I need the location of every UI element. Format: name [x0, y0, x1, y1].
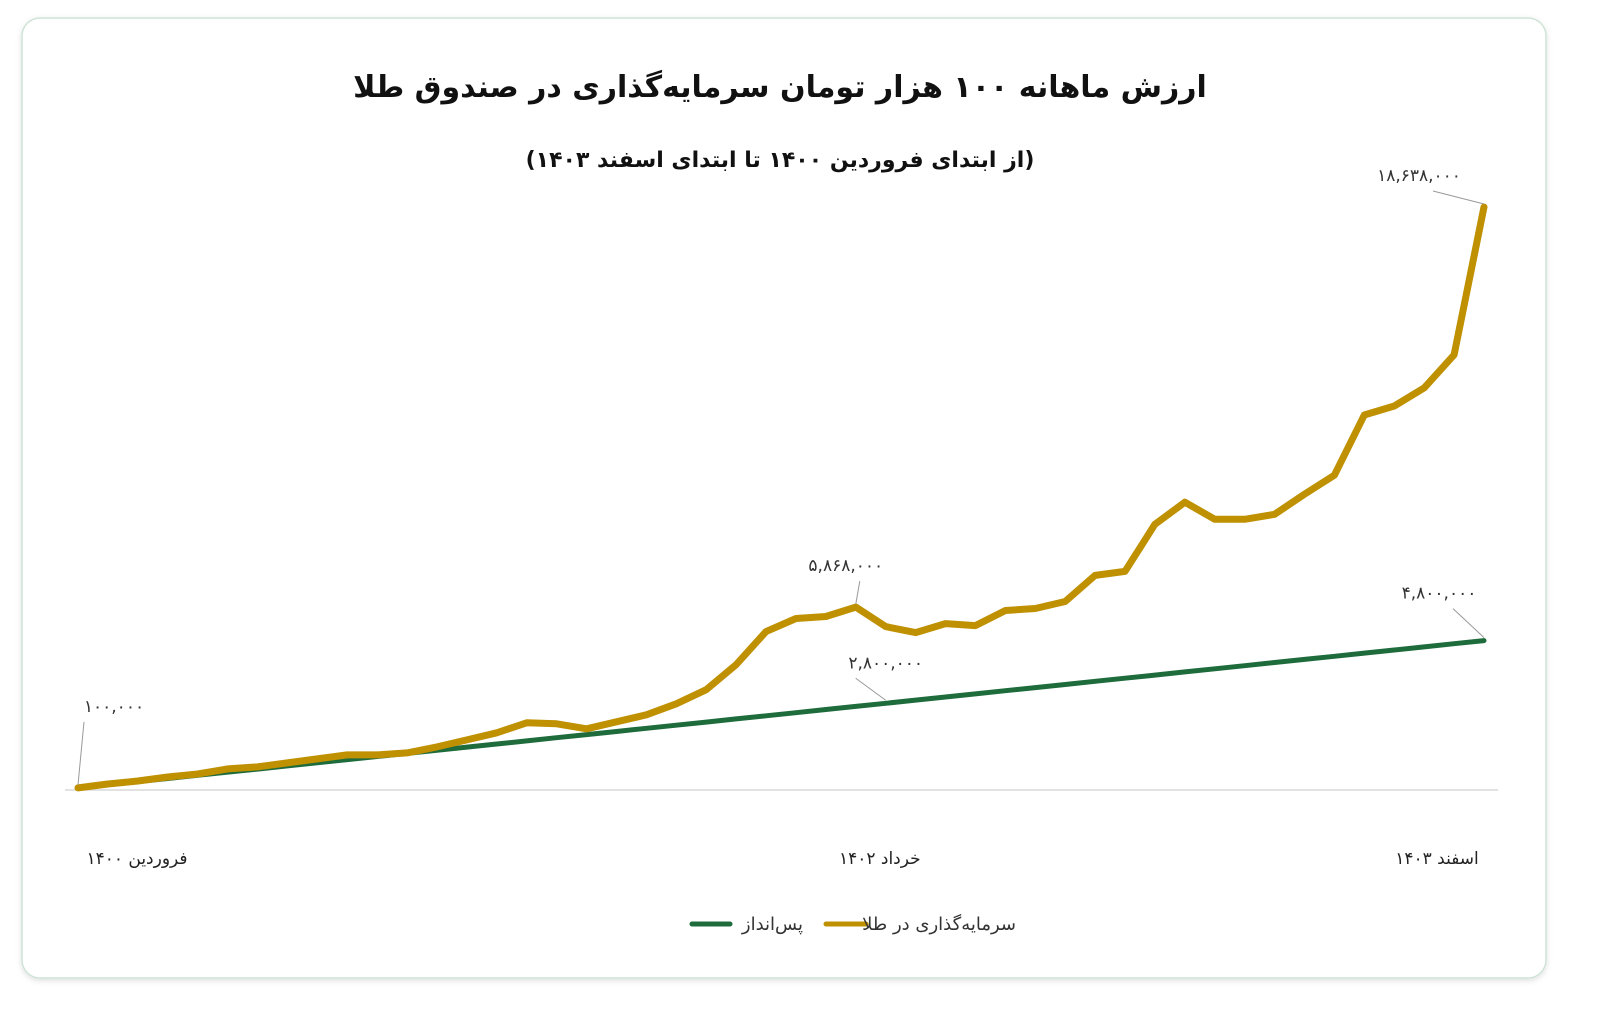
x-tick-label: فروردین ۱۴۰۰	[86, 849, 187, 869]
data-label: ۵,۸۶۸,۰۰۰	[808, 556, 883, 576]
leader-line	[1452, 608, 1485, 638]
legend-label: پس‌انداز	[741, 914, 803, 935]
data-label: ۱۸,۶۳۸,۰۰۰	[1377, 166, 1461, 186]
data-label: ۴,۸۰۰,۰۰۰	[1402, 584, 1477, 604]
leader-line	[855, 677, 886, 701]
data-label: ۲,۸۰۰,۰۰۰	[848, 653, 923, 673]
chart-title: ارزش ماهانه ۱۰۰ هزار تومان سرمایه‌گذاری …	[353, 69, 1207, 105]
leader-line	[77, 721, 85, 785]
card	[21, 17, 1547, 979]
series-line	[75, 638, 1487, 791]
leader-line	[855, 581, 861, 605]
x-tick-label: اسفند ۱۴۰۳	[1395, 849, 1479, 869]
leader-line	[1432, 190, 1485, 205]
series-line	[74, 203, 1488, 792]
chart-subtitle: (از ابتدای فروردین ۱۴۰۰ تا ابتدای اسفند …	[526, 148, 1035, 173]
x-tick-label: خرداد ۱۴۰۲	[839, 849, 921, 869]
data-label: ۱۰۰,۰۰۰	[84, 697, 144, 717]
legend-label: سرمایه‌گذاری در طلا	[862, 913, 1016, 935]
